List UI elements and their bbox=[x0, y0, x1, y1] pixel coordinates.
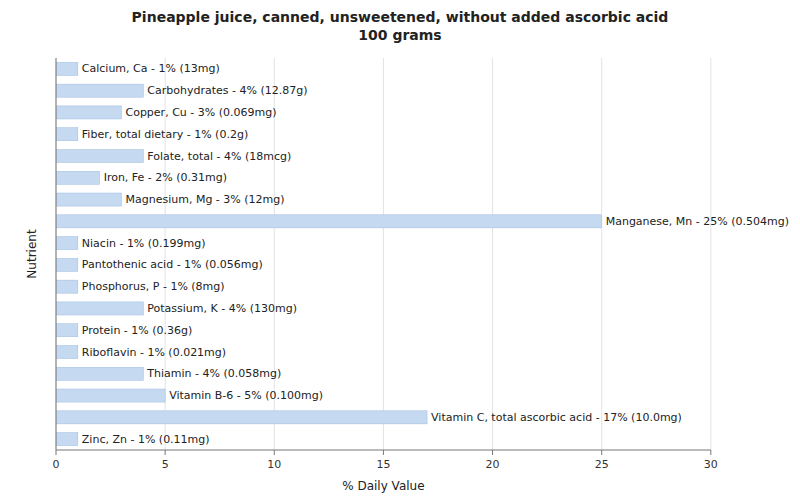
title-line: Pineapple juice, canned, unsweetened, wi… bbox=[132, 9, 669, 25]
tick-label: 30 bbox=[704, 458, 718, 471]
bar-label: Magnesium, Mg - 3% (12mg) bbox=[125, 193, 284, 206]
bar-label: Carbohydrates - 4% (12.87g) bbox=[147, 84, 307, 97]
bar bbox=[56, 149, 143, 162]
bar bbox=[56, 324, 78, 337]
bars bbox=[56, 62, 602, 445]
bar bbox=[56, 389, 165, 402]
bar bbox=[56, 237, 78, 250]
bar-label: Copper, Cu - 3% (0.069mg) bbox=[125, 106, 276, 119]
x-ticks: 0 5 10 15 20 25 30 bbox=[53, 450, 718, 471]
tick-mark bbox=[274, 450, 275, 455]
grid-line bbox=[383, 58, 384, 450]
tick-mark bbox=[492, 450, 493, 455]
tick-mark bbox=[165, 450, 166, 455]
y-axis-line bbox=[56, 58, 57, 450]
tick-mark bbox=[383, 450, 384, 455]
bar-label: Vitamin B-6 - 5% (0.100mg) bbox=[169, 389, 323, 402]
bar bbox=[56, 280, 78, 293]
bar-label: Pantothenic acid - 1% (0.056mg) bbox=[82, 258, 263, 271]
grid-line bbox=[492, 58, 493, 450]
bar bbox=[56, 411, 427, 424]
tick-label: 20 bbox=[486, 458, 500, 471]
bar bbox=[56, 215, 602, 228]
bar bbox=[56, 258, 78, 271]
bar bbox=[56, 84, 143, 97]
y-axis-label: Nutrient bbox=[25, 229, 39, 279]
grid-line bbox=[56, 58, 57, 450]
grid-line bbox=[710, 58, 711, 450]
grid bbox=[56, 58, 711, 450]
bar-labels: Calcium, Ca - 1% (13mg) Carbohydrates - 4… bbox=[82, 62, 789, 445]
bar-label: Niacin - 1% (0.199mg) bbox=[82, 237, 206, 250]
title: Pineapple juice, canned, unsweetened, wi… bbox=[132, 9, 669, 43]
bar-label: Zinc, Zn - 1% (0.11mg) bbox=[82, 433, 210, 446]
bar-label: Potassium, K - 4% (130mg) bbox=[147, 302, 297, 315]
chart: Pineapple juice, canned, unsweetened, wi… bbox=[0, 0, 800, 500]
tick-label: 15 bbox=[376, 458, 390, 471]
bar bbox=[56, 433, 78, 446]
bar bbox=[56, 62, 78, 75]
bar-label: Riboflavin - 1% (0.021mg) bbox=[82, 346, 226, 359]
bar bbox=[56, 345, 78, 358]
grid-line bbox=[601, 58, 602, 450]
bar bbox=[56, 367, 143, 380]
bar-label: Vitamin C, total ascorbic acid - 17% (10… bbox=[431, 411, 682, 424]
bar bbox=[56, 302, 143, 315]
tick-mark bbox=[710, 450, 711, 455]
bar bbox=[56, 171, 100, 184]
bar-label: Manganese, Mn - 25% (0.504mg) bbox=[606, 215, 789, 228]
tick-mark bbox=[601, 450, 602, 455]
tick-label: 5 bbox=[162, 458, 169, 471]
bar-label: Folate, total - 4% (18mcg) bbox=[147, 150, 291, 163]
bar-label: Protein - 1% (0.36g) bbox=[82, 324, 193, 337]
tick-label: 0 bbox=[53, 458, 60, 471]
x-axis-line bbox=[56, 450, 711, 451]
title-line: 100 grams bbox=[358, 27, 441, 43]
bar bbox=[56, 193, 121, 206]
tick-label: 25 bbox=[595, 458, 609, 471]
x-axis-label: % Daily Value bbox=[342, 479, 424, 493]
tick-mark bbox=[56, 450, 57, 455]
bar-label: Phosphorus, P - 1% (8mg) bbox=[82, 280, 225, 293]
bar-label: Calcium, Ca - 1% (13mg) bbox=[82, 62, 220, 75]
bar-label: Fiber, total dietary - 1% (0.2g) bbox=[82, 128, 248, 141]
tick-label: 10 bbox=[267, 458, 281, 471]
bar-label: Iron, Fe - 2% (0.31mg) bbox=[104, 171, 227, 184]
bar bbox=[56, 106, 121, 119]
bar-label: Thiamin - 4% (0.058mg) bbox=[146, 367, 281, 380]
bar bbox=[56, 128, 78, 141]
